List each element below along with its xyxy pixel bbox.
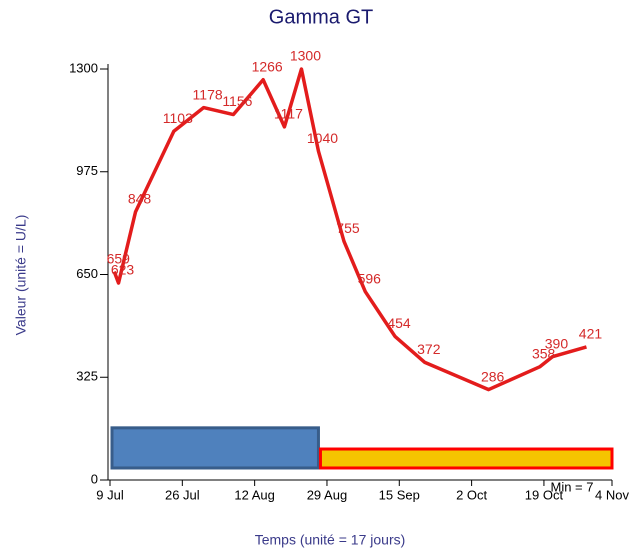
y-axis-label: Valeur (unité = U/L): [13, 215, 29, 336]
point-label: 1040: [307, 130, 338, 146]
point-label: 1117: [274, 106, 303, 122]
annotation: Min = 7: [551, 479, 594, 494]
point-label: 1300: [290, 48, 321, 64]
x-tick-label: 26 Jul: [165, 487, 200, 502]
point-label: 372: [417, 341, 441, 357]
point-label: 1178: [193, 86, 223, 102]
point-label: 596: [358, 270, 382, 286]
x-tick-label: 19 Oct: [525, 487, 564, 502]
point-label: 848: [128, 191, 152, 207]
y-tick-label: 1300: [69, 60, 98, 75]
x-tick-label: 4 Nov: [595, 487, 629, 502]
point-label: 286: [481, 368, 505, 384]
point-label: 421: [579, 326, 603, 342]
y-tick-label: 0: [91, 471, 98, 486]
point-label: 358: [532, 346, 556, 362]
y-tick-label: 975: [76, 163, 98, 178]
point-label: 390: [545, 335, 569, 351]
point-label: 623: [111, 262, 135, 278]
point-label: 1156: [222, 93, 252, 109]
x-axis-label: Temps (unité = 17 jours): [255, 532, 406, 548]
range-band: [110, 426, 320, 470]
y-tick-label: 325: [76, 369, 98, 384]
chart-title: Gamma GT: [269, 6, 373, 28]
point-label: 1103: [163, 110, 193, 126]
x-tick-label: 2 Oct: [456, 487, 487, 502]
data-line: [112, 67, 587, 392]
x-tick-label: 9 Jul: [96, 487, 124, 502]
point-label: 454: [387, 315, 411, 331]
x-tick-label: 12 Aug: [234, 487, 275, 502]
point-label: 755: [336, 220, 360, 236]
range-band: [318, 447, 614, 470]
x-tick-label: 15 Sep: [379, 487, 420, 502]
y-tick-label: 650: [76, 266, 98, 281]
point-label: 1266: [252, 58, 283, 74]
point-label: 659: [107, 250, 131, 266]
x-tick-label: 29 Aug: [307, 487, 348, 502]
